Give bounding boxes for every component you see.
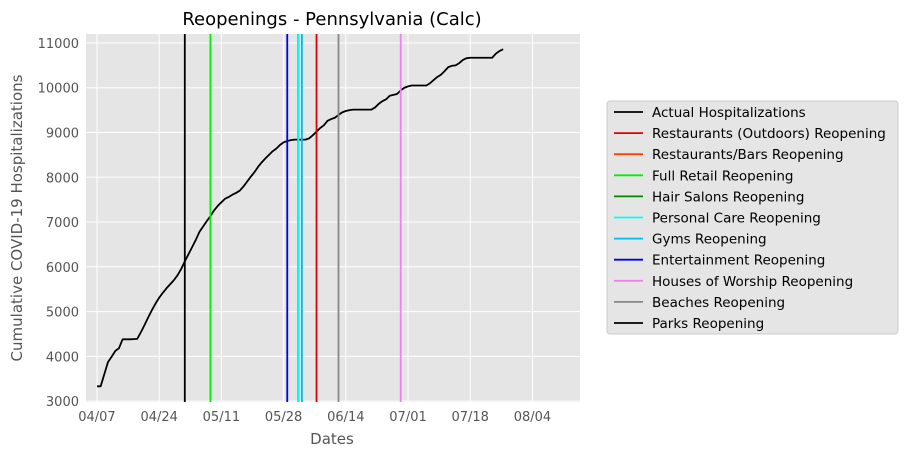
x-tick-label: 07/18 [451, 410, 488, 425]
x-tick-label: 07/01 [389, 410, 426, 425]
legend-label: Entertainment Reopening [652, 253, 825, 269]
y-axis-label: Cumulative COVID-19 Hospitalizations [8, 74, 26, 361]
legend-label: Gyms Reopening [652, 232, 767, 248]
plot-background [86, 34, 580, 402]
x-tick-label: 04/24 [140, 410, 177, 425]
x-tick-label: 04/07 [78, 410, 115, 425]
legend: Actual Hospitalizations Restaurants (Outd… [606, 100, 899, 335]
y-tick-label: 7000 [46, 216, 79, 231]
legend-label: Actual Hospitalizations [652, 105, 806, 121]
y-tick-label: 6000 [46, 261, 79, 276]
y-tick-label: 10000 [38, 82, 79, 97]
y-tick-label: 8000 [46, 171, 79, 186]
y-tick-label: 4000 [46, 350, 79, 365]
y-tick-label: 5000 [46, 306, 79, 321]
legend-box [606, 100, 899, 335]
x-tick-label: 08/04 [514, 410, 551, 425]
y-tick-label: 11000 [38, 37, 79, 52]
legend-label: Restaurants (Outdoors) Reopening [652, 126, 886, 142]
plot-area: 3000 4000 5000 6000 7000 8000 9000 10000 11000 04… [38, 34, 580, 425]
x-axis-label: Dates [310, 430, 354, 448]
legend-label: Hair Salons Reopening [652, 189, 804, 205]
y-tick-label: 3000 [46, 395, 79, 410]
series-line-actual-hospitalizations [96, 48, 504, 388]
legend-label: Parks Reopening [652, 316, 764, 332]
legend-label: Restaurants/Bars Reopening [652, 147, 844, 163]
x-tick-label: 05/11 [203, 410, 240, 425]
x-tick-label: 05/28 [265, 410, 302, 425]
legend-label: Houses of Worship Reopening [652, 274, 853, 290]
x-tick-label: 06/14 [327, 410, 364, 425]
y-tick-label: 9000 [46, 126, 79, 141]
legend-label: Full Retail Reopening [652, 168, 793, 184]
legend-label: Beaches Reopening [652, 295, 785, 311]
legend-label: Personal Care Reopening [652, 211, 821, 227]
chart-title: Reopenings - Pennsylvania (Calc) [182, 9, 481, 30]
